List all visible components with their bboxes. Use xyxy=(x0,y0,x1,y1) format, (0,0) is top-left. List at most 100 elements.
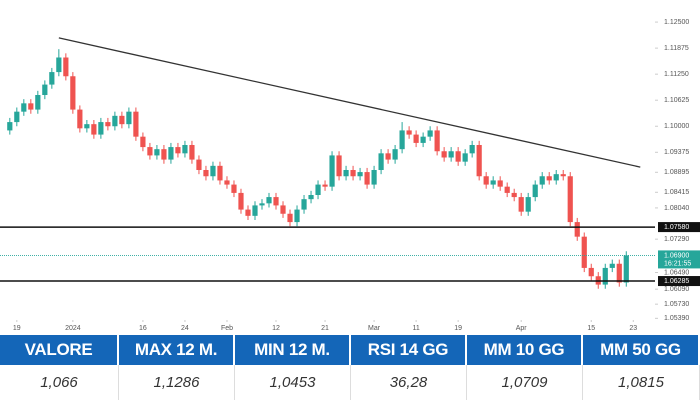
table-value-cell: 1,0709 xyxy=(467,365,583,400)
candle-body xyxy=(385,153,391,160)
y-tick-label: 1.09375 xyxy=(664,149,689,156)
level-badge xyxy=(658,222,700,233)
candle-body xyxy=(14,111,20,123)
chart: 1.12500 1.11875 1.11250 1.10625 1.10000 1.093… xyxy=(0,19,700,332)
y-tick-label: 1.08040 xyxy=(664,205,689,212)
candle-body xyxy=(616,263,622,283)
x-tick-label: 2024 xyxy=(65,325,81,332)
level-label: 1.07580 xyxy=(664,224,689,231)
candle-body xyxy=(238,192,244,210)
table-value-cell: 1,1286 xyxy=(119,365,235,400)
candle-body xyxy=(252,205,258,216)
candle-body xyxy=(539,176,545,185)
candle-body xyxy=(182,145,188,154)
candle-body xyxy=(357,172,363,177)
last-price-label: 1.06900 xyxy=(664,252,689,259)
candle-body xyxy=(70,76,76,110)
candle-body xyxy=(574,222,580,237)
candle-body xyxy=(490,180,496,185)
x-tick-label: 19 xyxy=(454,325,462,332)
candle-body xyxy=(336,155,342,177)
candle-body xyxy=(56,57,62,73)
x-tick-label: Feb xyxy=(221,325,233,332)
last-price-time: 16:21:55 xyxy=(664,260,691,267)
candle-body xyxy=(602,267,608,285)
candle-body xyxy=(504,186,510,193)
candle-body xyxy=(567,176,573,223)
x-tick-label: 16 xyxy=(139,325,147,332)
candle-body xyxy=(77,109,83,129)
candle-body xyxy=(350,170,356,177)
candle-body xyxy=(154,149,160,156)
y-tick-label: 1.11875 xyxy=(664,45,689,52)
table-header-cell: RSI 14 GG xyxy=(351,335,467,365)
candle-body xyxy=(476,145,482,177)
candle-body xyxy=(133,111,139,137)
table-header-cell: MM 50 GG xyxy=(583,335,700,365)
candle-body xyxy=(518,197,524,212)
candle-body xyxy=(280,205,286,214)
candle-body xyxy=(448,151,454,158)
candle-body xyxy=(84,124,90,129)
candle-body xyxy=(175,147,181,154)
candle-body xyxy=(560,174,566,177)
y-tick-label: 1.11250 xyxy=(664,71,689,78)
candle-body xyxy=(231,184,237,193)
level-badge xyxy=(658,276,700,287)
table-header-cell: MAX 12 M. xyxy=(119,335,235,365)
x-tick-label: 15 xyxy=(587,325,595,332)
candle-body xyxy=(161,149,167,160)
candle-body xyxy=(623,255,629,283)
candle-body xyxy=(322,184,328,187)
candle-body xyxy=(273,197,279,206)
candle-body xyxy=(63,57,69,77)
candle-body xyxy=(588,267,594,277)
x-tick-label: Apr xyxy=(516,325,528,332)
x-tick-label: 24 xyxy=(181,325,189,332)
candle-body xyxy=(525,197,531,212)
candle-body xyxy=(105,122,111,127)
candle-body xyxy=(546,176,552,181)
candle-body xyxy=(497,180,503,187)
candle-body xyxy=(147,147,153,156)
x-tick-label: 21 xyxy=(321,325,329,332)
y-tick-label: 1.08895 xyxy=(664,169,689,176)
candle-body xyxy=(406,130,412,135)
candle-body xyxy=(427,130,433,137)
candle-body xyxy=(511,192,517,198)
stats-table: VALORE MAX 12 M. MIN 12 M. RSI 14 GG MM 10 G… xyxy=(0,335,700,400)
table-value-cell: 1,0453 xyxy=(235,365,351,400)
candle-body xyxy=(210,165,216,177)
candle-body xyxy=(98,122,104,135)
candle-body xyxy=(301,199,307,210)
candle-body xyxy=(343,170,349,177)
y-tick-label: 1.10625 xyxy=(664,97,689,104)
candle-body xyxy=(392,149,398,160)
candle-body xyxy=(420,136,426,143)
candle-body xyxy=(371,170,377,185)
table-header-cell: MIN 12 M. xyxy=(235,335,351,365)
candle-body xyxy=(35,95,41,110)
candle-body xyxy=(119,115,125,125)
x-tick-label: 11 xyxy=(412,325,419,332)
candle-body xyxy=(168,147,174,160)
table-header-cell: VALORE xyxy=(0,335,119,365)
table-value-cell: 36,28 xyxy=(351,365,467,400)
candle-body xyxy=(553,174,559,181)
candle-body xyxy=(7,122,13,131)
y-tick-label: 1.10000 xyxy=(664,123,689,130)
candle-body xyxy=(266,197,272,204)
candle-body xyxy=(609,263,615,268)
candle-body xyxy=(455,151,461,162)
y-tick-label: 1.05390 xyxy=(664,315,689,322)
candle-body xyxy=(112,115,118,127)
candle-body xyxy=(91,124,97,135)
candle-body xyxy=(259,203,265,206)
table-value-cell: 1,0815 xyxy=(583,365,700,400)
candle-body xyxy=(462,153,468,162)
candle-body xyxy=(378,153,384,170)
candle-body xyxy=(245,209,251,216)
x-tick-label: 12 xyxy=(272,325,280,332)
candle-body xyxy=(287,213,293,223)
candle-body xyxy=(315,184,321,195)
